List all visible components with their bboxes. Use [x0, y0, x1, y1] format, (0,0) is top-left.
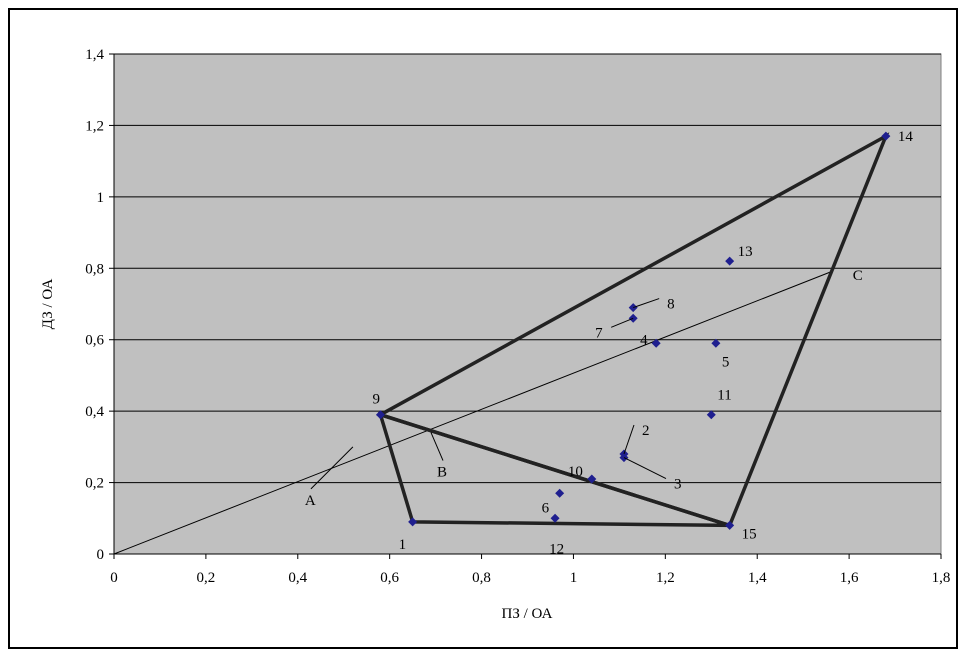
- data-point-marker: [555, 488, 565, 498]
- plot-area: [113, 53, 942, 555]
- data-point-marker: [651, 338, 661, 348]
- point-label-leader: [623, 457, 667, 480]
- y-tick-label: 0: [97, 547, 105, 563]
- point-label: 9: [372, 392, 380, 408]
- annotation-label: A: [305, 493, 316, 509]
- x-tick-label: 0,8: [472, 570, 491, 586]
- point-label: 12: [549, 541, 564, 557]
- y-tick-label: 0,4: [85, 404, 104, 420]
- x-tick-label: 1,2: [656, 570, 675, 586]
- y-tick-labels: 0 0,2 0,4 0,6 0,8 1 1,2 1,4: [85, 47, 104, 563]
- x-tick-label: 0,2: [197, 570, 216, 586]
- data-point-marker: [408, 517, 418, 527]
- point-label: 7: [595, 325, 603, 341]
- point-label: 15: [742, 526, 757, 542]
- x-tick-label: 0: [110, 570, 118, 586]
- y-tick-label: 0,8: [85, 261, 104, 277]
- point-label: 13: [738, 244, 753, 260]
- point-label: 10: [568, 464, 583, 480]
- point-label: 11: [717, 388, 731, 404]
- point-label-leader: [623, 424, 635, 455]
- y-tick-label: 0,2: [85, 476, 104, 492]
- annotation-leader: [310, 446, 354, 490]
- data-point-marker: [881, 131, 891, 141]
- x-axis-title: ПЗ / ОА: [502, 606, 553, 622]
- y-tick-label: 1,2: [85, 118, 104, 134]
- point-label-leader: [610, 317, 634, 328]
- annotation-label: C: [853, 268, 863, 284]
- point-label: 4: [640, 332, 648, 348]
- data-point-marker: [375, 410, 385, 420]
- point-label: 14: [898, 129, 914, 145]
- y-tick-label: 1,4: [85, 47, 104, 63]
- annotation-leader: [430, 432, 444, 461]
- data-point-marker: [706, 410, 716, 420]
- x-tick-label: 0,4: [288, 570, 307, 586]
- data-point-marker: [587, 474, 597, 484]
- grid-lines: [109, 53, 942, 559]
- axes: [113, 54, 941, 555]
- point-label: 6: [542, 500, 550, 516]
- reference-line: [113, 271, 831, 555]
- polygon-lower: [377, 412, 731, 528]
- x-tick-label: 0,6: [380, 570, 399, 586]
- data-point-marker: [725, 256, 735, 266]
- x-tick-label: 1,4: [748, 570, 767, 586]
- data-point-marker: [725, 520, 735, 530]
- annotation-label: B: [437, 465, 447, 481]
- data-point-marker: [550, 513, 560, 523]
- x-tick-label: 1,6: [840, 570, 859, 586]
- x-tick-labels: 0 0,2 0,4 0,6 0,8 1 1,2 1,4 1,6 1,8: [110, 570, 950, 586]
- polygons: [376, 132, 890, 528]
- point-label: 2: [642, 423, 650, 439]
- point-label: 8: [667, 297, 675, 313]
- y-tick-label: 0,6: [85, 333, 104, 349]
- y-tick-label: 1: [97, 190, 105, 206]
- point-label-leader: [633, 298, 660, 309]
- point-label: 5: [722, 354, 730, 370]
- x-tick-label: 1,8: [932, 570, 951, 586]
- annotations: A B C: [305, 268, 863, 509]
- x-tick-label: 1: [570, 570, 578, 586]
- reference-line-group: [113, 271, 831, 555]
- data-point-marker: [711, 338, 721, 348]
- point-label: 3: [674, 477, 682, 493]
- y-axis-title: ДЗ / ОА: [40, 278, 56, 329]
- point-label: 1: [399, 537, 407, 553]
